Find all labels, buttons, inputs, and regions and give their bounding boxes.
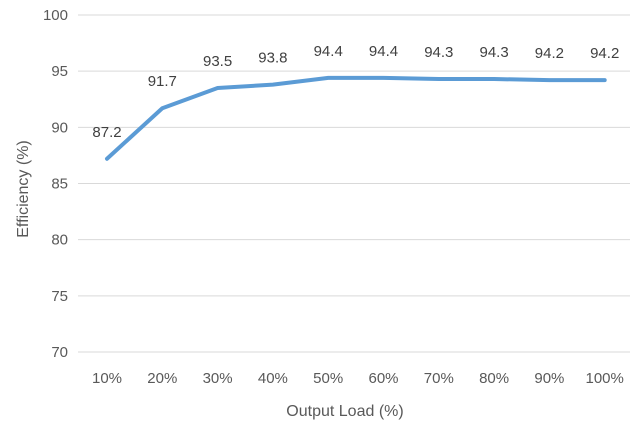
y-tick-label: 85 bbox=[51, 176, 68, 193]
x-tick-label: 30% bbox=[203, 370, 233, 387]
data-labels: 87.2 91.7 93.5 93.8 94.4 94.4 94.3 94.3 94.2 94.2 bbox=[92, 43, 619, 141]
x-tick-label: 80% bbox=[479, 370, 509, 387]
gridlines bbox=[78, 14, 630, 353]
x-tick-label: 70% bbox=[424, 370, 454, 387]
data-label: 87.2 bbox=[92, 124, 121, 141]
series-layer bbox=[105, 75, 607, 161]
x-tick-label: 60% bbox=[368, 370, 398, 387]
x-tick-label: 10% bbox=[92, 370, 122, 387]
data-label: 94.2 bbox=[535, 45, 564, 62]
y-axis-tick-labels: 70 75 80 85 90 95 100 bbox=[43, 7, 68, 361]
y-tick-label: 80 bbox=[51, 232, 68, 249]
x-axis-title: Output Load (%) bbox=[286, 403, 403, 420]
series-line bbox=[105, 75, 607, 161]
y-tick-label: 95 bbox=[51, 63, 68, 80]
x-axis-tick-labels: 10% 20% 30% 40% 50% 60% 70% 80% 90% 100% bbox=[92, 370, 624, 387]
data-label: 91.7 bbox=[148, 73, 177, 90]
data-label: 94.4 bbox=[314, 43, 343, 60]
x-tick-label: 90% bbox=[534, 370, 564, 387]
data-label: 94.4 bbox=[369, 43, 398, 60]
data-label: 94.3 bbox=[424, 44, 453, 61]
data-label: 94.3 bbox=[479, 44, 508, 61]
y-tick-label: 75 bbox=[51, 288, 68, 305]
data-label: 93.8 bbox=[258, 50, 287, 67]
x-tick-label: 20% bbox=[147, 370, 177, 387]
y-tick-label: 100 bbox=[43, 7, 68, 24]
y-tick-label: 70 bbox=[51, 344, 68, 361]
data-label: 94.2 bbox=[590, 45, 619, 62]
y-tick-label: 90 bbox=[51, 119, 68, 136]
y-axis-title: Efficiency (%) bbox=[15, 140, 32, 238]
x-tick-label: 100% bbox=[586, 370, 624, 387]
x-tick-label: 40% bbox=[258, 370, 288, 387]
data-label: 93.5 bbox=[203, 53, 232, 70]
x-tick-label: 50% bbox=[313, 370, 343, 387]
